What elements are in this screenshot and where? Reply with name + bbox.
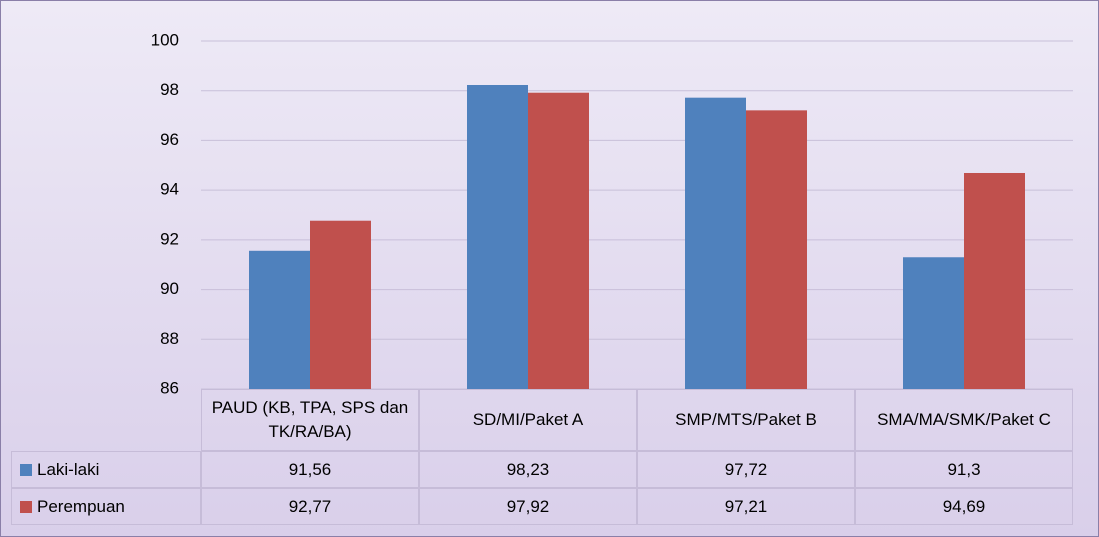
y-tick-label: 86 [160,378,179,397]
data-label-text: 94,69 [942,496,986,516]
y-tick-label: 92 [160,229,179,248]
bar [746,110,807,389]
data-label: 97,21 [637,488,855,525]
legend-entry-text: Laki-laki [37,459,100,479]
legend-key [20,500,32,513]
bar [903,257,964,389]
x-tick-label-text: SD/MI/Paket A [472,410,584,429]
legend-entry: Laki-laki [11,451,201,488]
data-label-text: 92,77 [288,496,332,516]
bar [964,172,1025,389]
data-label-text: 97,72 [724,459,768,479]
x-tick-label: SD/MI/Paket A [419,389,637,451]
data-label: 91,56 [201,451,419,488]
y-tick-label: 98 [160,80,179,99]
bar [685,97,746,389]
x-tick-label-text: SMP/MTS/Paket B [675,410,817,429]
x-tick-label-text: PAUD (KB, TPA, SPS dan TK/RA/BA) [211,398,409,441]
bar [467,84,528,390]
data-label: 94,69 [855,488,1073,525]
data-label-text: 98,23 [506,459,550,479]
data-label-text: 91,56 [288,459,332,479]
y-tick-label: 90 [160,279,179,298]
x-tick-label: PAUD (KB, TPA, SPS dan TK/RA/BA) [201,389,419,451]
x-tick-label: SMA/MA/SMK/Paket C [855,389,1073,451]
bar [310,220,371,389]
data-label-text: 91,3 [947,459,981,479]
bar [528,92,589,390]
legend-entry-text: Perempuan [37,496,125,516]
data-label: 91,3 [855,451,1073,488]
bar [249,250,310,389]
legend-entry: Perempuan [11,488,201,525]
data-label: 98,23 [419,451,637,488]
legend-key [20,463,32,476]
data-label-text: 97,21 [724,496,768,516]
data-label-text: 97,92 [506,496,550,516]
y-tick-label: 88 [160,329,179,348]
data-label: 97,72 [637,451,855,488]
y-tick-label: 94 [160,180,179,199]
x-tick-label-text: SMA/MA/SMK/Paket C [877,410,1051,429]
data-label: 97,92 [419,488,637,525]
y-tick-label: 96 [160,130,179,149]
x-tick-label: SMP/MTS/Paket B [637,389,855,451]
data-label: 92,77 [201,488,419,525]
y-tick-label: 100 [151,30,179,49]
